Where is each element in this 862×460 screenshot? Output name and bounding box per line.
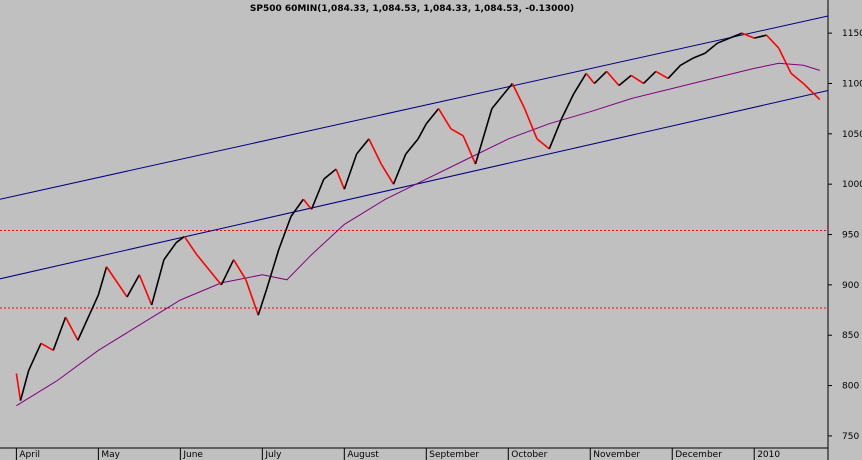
price-segment: [680, 57, 694, 67]
y-axis: 750 800 850 900 950 1000 1050 1100 1150: [827, 0, 862, 460]
price-segment: [40, 342, 54, 352]
price-segment: [692, 52, 706, 60]
price-segment: [208, 269, 222, 286]
price-segment: [257, 289, 268, 316]
chart-title: SP500 60MIN(1,084.33, 1,084.53, 1,084.33…: [250, 4, 574, 14]
price-segment: [437, 108, 452, 130]
y-tick-label: 900: [842, 281, 859, 291]
price-group: [15, 32, 821, 401]
price-segment: [163, 242, 177, 261]
price-segment: [232, 259, 247, 281]
price-segment: [310, 178, 325, 210]
x-axis: April May June July August September October No…: [0, 447, 828, 460]
price-segment: [606, 70, 620, 87]
price-segment: [655, 70, 669, 80]
y-tick-label: 750: [842, 432, 859, 442]
price-segment: [105, 266, 120, 286]
x-tick-label: December: [675, 450, 722, 460]
price-segment: [118, 284, 128, 298]
y-tick-label: 1150: [842, 29, 862, 39]
price-segment: [405, 138, 419, 155]
price-segment: [573, 72, 587, 94]
price-segment: [474, 108, 493, 165]
price-segment: [97, 266, 108, 296]
x-tick-label: September: [429, 450, 479, 460]
price-segment: [15, 373, 22, 401]
price-segment: [704, 42, 718, 54]
price-segment: [19, 370, 30, 401]
x-tick-label: May: [101, 450, 120, 460]
y-tick-label: 800: [842, 382, 859, 392]
price-segment: [52, 316, 67, 351]
price-segment: [811, 90, 821, 101]
y-tick-label: 1000: [842, 180, 862, 190]
price-segment: [335, 168, 346, 190]
price-segment: [64, 316, 79, 341]
price-segment: [585, 72, 595, 84]
price-segment: [503, 82, 513, 95]
horizontal-levels: [0, 229, 828, 309]
price-segment: [126, 274, 141, 298]
price-segment: [491, 93, 505, 110]
price-segment: [196, 254, 210, 271]
price-segment: [380, 163, 395, 185]
y-tick-label: 1050: [842, 130, 862, 140]
price-segment: [290, 198, 304, 217]
price-segment: [593, 70, 608, 85]
price-segment: [560, 93, 575, 120]
price-segment: [523, 108, 538, 140]
price-segment: [302, 198, 313, 210]
moving-average-line: [16, 62, 820, 407]
price-segment: [741, 32, 755, 39]
price-segment: [89, 294, 100, 314]
price-segment: [323, 168, 337, 180]
x-tick-label: July: [264, 450, 282, 460]
price-segment: [220, 259, 235, 286]
x-tick-label: November: [593, 450, 640, 460]
price-segment: [548, 118, 563, 150]
x-tick-label: 2010: [757, 450, 780, 460]
price-segment: [717, 37, 730, 44]
price-segment: [450, 128, 464, 137]
price-segment: [462, 135, 477, 165]
price-segment: [343, 153, 358, 190]
price-segment: [536, 138, 550, 150]
price-segment: [138, 274, 153, 306]
price-segment: [265, 249, 280, 291]
y-tick-label: 1100: [842, 79, 862, 89]
price-segment: [355, 138, 370, 155]
price-segment: [27, 342, 42, 371]
x-tick-label: October: [511, 450, 547, 460]
x-tick-label: April: [19, 450, 40, 460]
price-segment: [802, 82, 813, 93]
price-segment: [667, 64, 682, 79]
x-tick-label: August: [347, 450, 379, 460]
price-segment: [245, 279, 259, 316]
price-segment: [175, 235, 185, 244]
price-segment: [618, 74, 632, 87]
price-segment: [425, 108, 440, 125]
moving-average-group: [16, 62, 820, 407]
price-segment: [642, 70, 657, 85]
price-segment: [392, 153, 407, 185]
upper-trendline: [0, 15, 829, 200]
price-segment: [790, 72, 804, 85]
price-segment: [277, 216, 292, 250]
price-segment: [511, 83, 526, 109]
price-segment: [765, 34, 780, 49]
y-tick-label: 850: [842, 331, 859, 341]
price-segment: [778, 47, 792, 74]
price-segment: [630, 74, 644, 85]
price-segment: [183, 236, 198, 256]
price-segment: [417, 123, 428, 140]
price-segment: [729, 32, 743, 39]
price-segment: [754, 34, 767, 39]
x-tick-label: June: [182, 450, 203, 460]
price-segment: [77, 312, 91, 341]
price-segment: [368, 138, 382, 165]
y-tick-label: 950: [842, 231, 859, 241]
price-segment: [150, 259, 165, 306]
